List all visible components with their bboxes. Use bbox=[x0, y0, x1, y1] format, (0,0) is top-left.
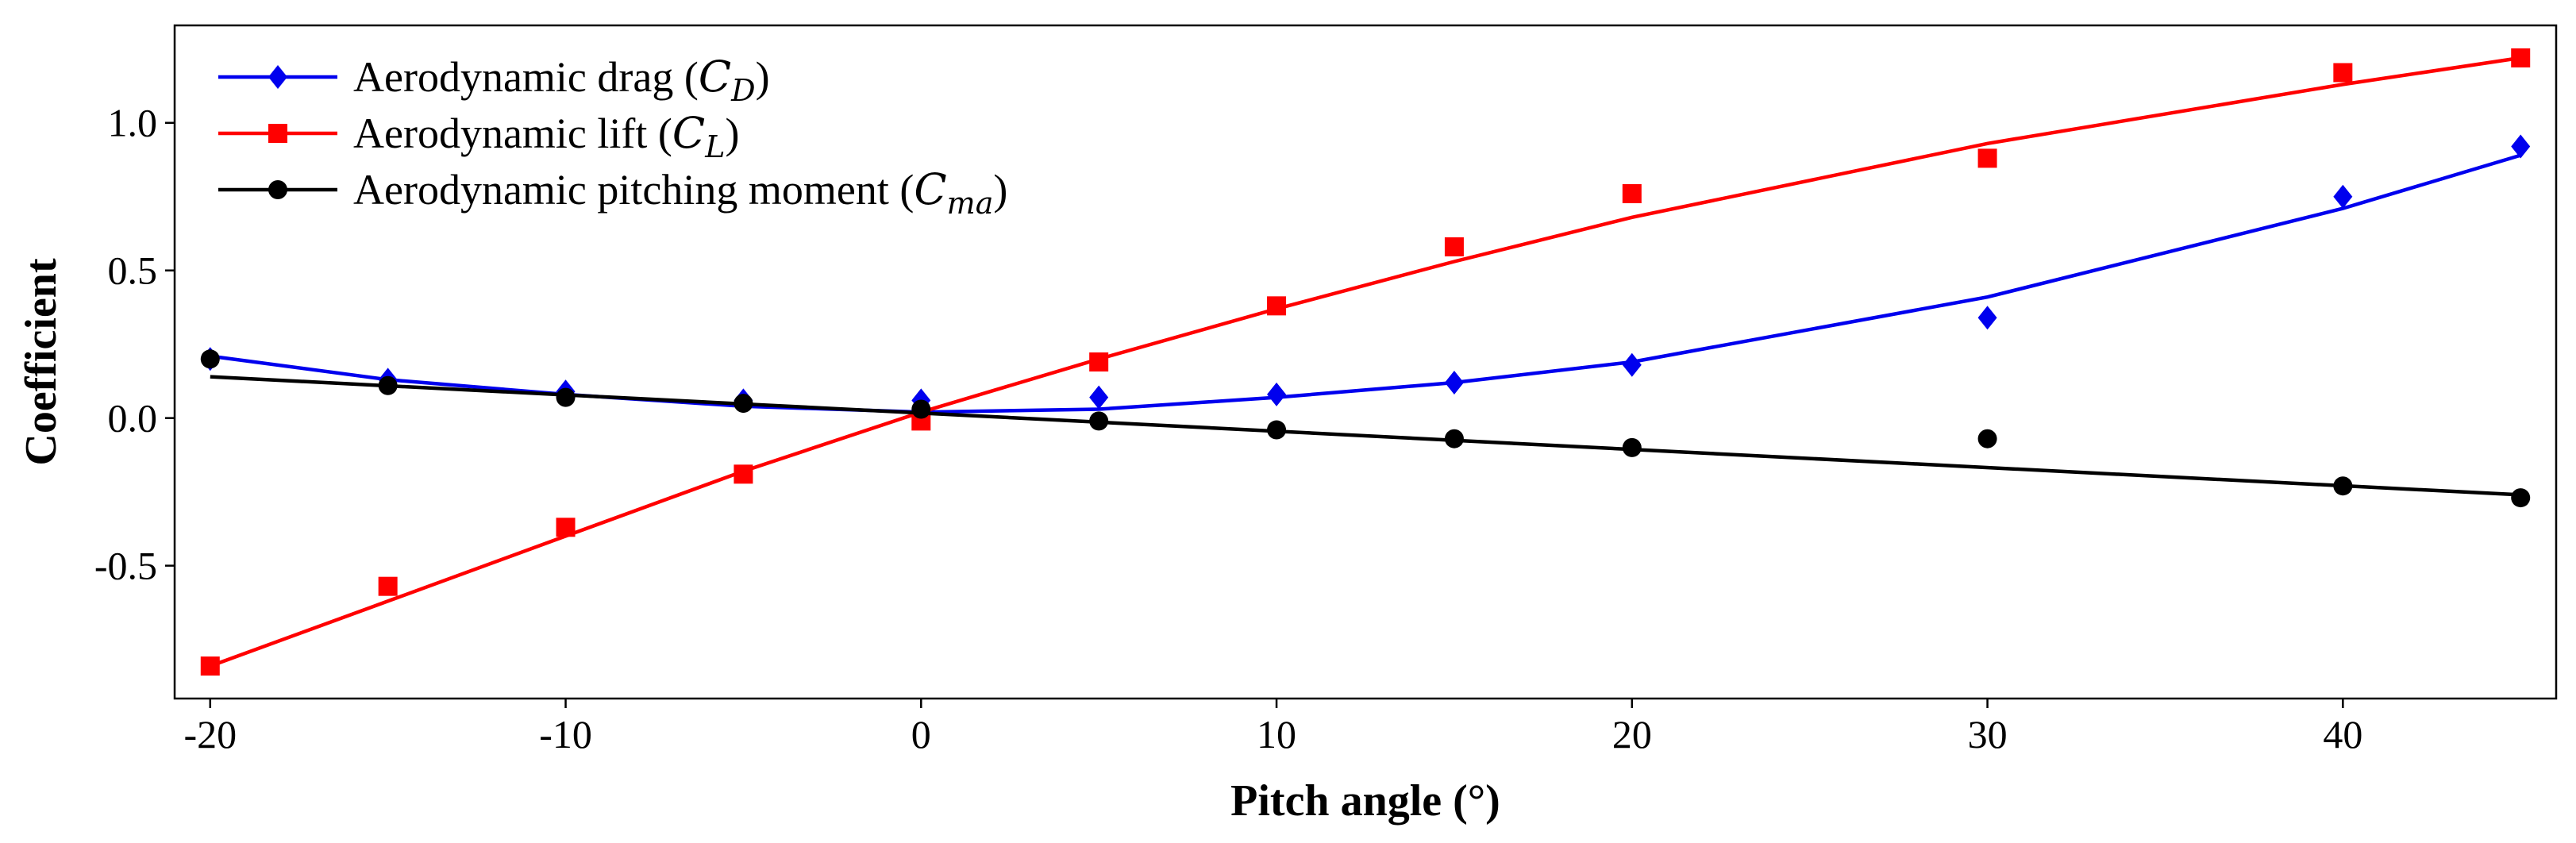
x-tick-label: -20 bbox=[183, 712, 237, 756]
legend-subscript: L bbox=[704, 129, 725, 164]
data-point-lift bbox=[2511, 48, 2531, 67]
y-tick-label: 1.0 bbox=[108, 101, 158, 145]
legend-subscript: ma bbox=[947, 186, 994, 221]
x-tick-label: 40 bbox=[2323, 712, 2362, 756]
plot-area: -20 -10 0 10 20 30 40 -0.5 0.0 0.5 1.0 bbox=[94, 24, 2558, 756]
y-tick-label: 0.0 bbox=[108, 396, 158, 441]
data-point-lift bbox=[200, 656, 220, 676]
legend-item-drag: Aerodynamic drag (CD) bbox=[218, 52, 770, 108]
data-point-lift bbox=[556, 518, 576, 537]
legend-prefix: Aerodynamic drag ( bbox=[353, 53, 699, 101]
data-point-moment bbox=[378, 375, 398, 395]
legend-label-lift: Aerodynamic lift (CL) bbox=[353, 108, 739, 164]
y-tick-label: -0.5 bbox=[94, 544, 157, 588]
data-point-drag bbox=[1444, 371, 1464, 395]
data-point-drag bbox=[1622, 352, 1642, 377]
data-point-moment bbox=[200, 349, 220, 369]
x-tick-label: 0 bbox=[911, 712, 931, 756]
data-point-lift bbox=[1977, 148, 1997, 168]
legend-suffix: ) bbox=[756, 53, 770, 101]
data-point-moment bbox=[1089, 411, 1109, 431]
legend-label-drag: Aerodynamic drag (CD) bbox=[353, 52, 770, 108]
data-point-moment bbox=[911, 399, 931, 419]
y-ticks: -0.5 0.0 0.5 1.0 bbox=[94, 101, 175, 588]
y-tick-label: 0.5 bbox=[108, 248, 158, 293]
legend-prefix: Aerodynamic lift ( bbox=[353, 110, 672, 157]
data-point-lift bbox=[1267, 296, 1287, 316]
series-lift bbox=[200, 48, 2531, 676]
data-point-drag bbox=[1089, 385, 1109, 410]
data-point-drag bbox=[1267, 382, 1287, 406]
legend-item-moment: Aerodynamic pitching moment (Cma) bbox=[218, 164, 1007, 221]
x-tick-label: -10 bbox=[539, 712, 592, 756]
data-point-moment bbox=[2333, 476, 2353, 496]
legend-suffix: ) bbox=[725, 110, 739, 157]
data-point-lift bbox=[1444, 237, 1464, 256]
data-point-lift bbox=[1089, 352, 1109, 371]
legend-suffix: ) bbox=[993, 166, 1007, 214]
data-point-moment bbox=[556, 387, 576, 407]
legend-symbol: C bbox=[672, 108, 705, 158]
x-tick-label: 10 bbox=[1257, 712, 1296, 756]
data-point-lift bbox=[734, 464, 753, 484]
y-axis-title: Coefficient bbox=[17, 258, 66, 466]
x-ticks: -20 -10 0 10 20 30 40 bbox=[183, 699, 2362, 756]
legend: Aerodynamic drag (CD)Aerodynamic lift (C… bbox=[218, 52, 1007, 221]
data-point-moment bbox=[734, 394, 753, 414]
legend-prefix: Aerodynamic pitching moment ( bbox=[353, 166, 914, 214]
x-tick-label: 30 bbox=[1968, 712, 2008, 756]
data-point-lift bbox=[1622, 184, 1642, 203]
legend-marker-drag bbox=[268, 65, 287, 89]
legend-subscript: D bbox=[730, 73, 755, 108]
series-line-lift bbox=[210, 56, 2521, 668]
data-point-moment bbox=[2511, 488, 2531, 508]
data-point-drag bbox=[2333, 184, 2353, 209]
data-point-moment bbox=[1977, 429, 1997, 448]
series-layer bbox=[200, 48, 2531, 676]
data-point-drag bbox=[1977, 306, 1997, 330]
legend-marker-lift bbox=[268, 124, 287, 143]
plot-frame bbox=[173, 24, 2558, 700]
series-line-moment bbox=[210, 375, 2521, 497]
data-point-lift bbox=[2333, 63, 2353, 83]
legend-marker-moment bbox=[268, 180, 287, 199]
data-point-drag bbox=[2511, 134, 2531, 159]
data-point-moment bbox=[1444, 429, 1464, 448]
data-point-moment bbox=[1622, 437, 1642, 457]
legend-symbol: C bbox=[699, 52, 731, 102]
data-point-lift bbox=[378, 576, 398, 596]
series-moment bbox=[200, 349, 2531, 508]
legend-symbol: C bbox=[914, 164, 946, 214]
data-point-moment bbox=[1267, 420, 1287, 440]
x-tick-label: 20 bbox=[1612, 712, 1652, 756]
legend-item-lift: Aerodynamic lift (CL) bbox=[218, 108, 739, 164]
x-axis-title: Pitch angle (°) bbox=[1230, 776, 1500, 826]
legend-label-moment: Aerodynamic pitching moment (Cma) bbox=[353, 164, 1007, 221]
